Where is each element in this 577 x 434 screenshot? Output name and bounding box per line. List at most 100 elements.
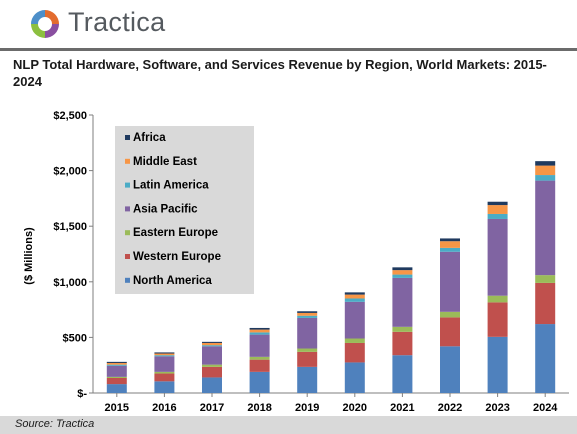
bar-segment-middle_east bbox=[392, 270, 413, 275]
legend-label-western_europe: Western Europe bbox=[133, 251, 221, 263]
bar-segment-western_europe bbox=[106, 377, 127, 385]
bar-segment-middle_east bbox=[154, 353, 175, 356]
bar-segment-north_america bbox=[487, 336, 508, 393]
bar-segment-middle_east bbox=[202, 342, 222, 346]
bar-segment-latin_america bbox=[249, 332, 270, 335]
bar-segment-middle_east bbox=[535, 165, 556, 176]
bar-segment-latin_america bbox=[487, 213, 508, 219]
tractica-logo: Tractica bbox=[28, 6, 228, 44]
bar-segment-middle_east bbox=[440, 241, 460, 248]
bar-segment-africa bbox=[440, 238, 460, 242]
bar-segment-latin_america bbox=[297, 315, 318, 318]
source-footer: Source: Tractica bbox=[0, 416, 577, 434]
bar-segment-western_europe bbox=[487, 302, 508, 337]
x-tick-label: 2018 bbox=[247, 402, 271, 414]
bar-segment-western_europe bbox=[535, 282, 556, 325]
bar-segment-latin_america bbox=[154, 355, 175, 357]
bar-segment-western_europe bbox=[344, 342, 365, 363]
bar-segment-asia_pacific bbox=[440, 251, 460, 312]
bar-segment-eastern_europe bbox=[535, 275, 556, 283]
legend-box bbox=[115, 126, 254, 294]
bar-segment-latin_america bbox=[344, 298, 365, 302]
bar-segment-africa bbox=[344, 292, 365, 295]
bar-segment-africa bbox=[154, 352, 175, 354]
bar-segment-africa bbox=[392, 267, 413, 271]
bar-segment-north_america bbox=[297, 366, 318, 393]
bar-segment-latin_america bbox=[106, 364, 127, 366]
bar-segment-eastern_europe bbox=[202, 364, 222, 367]
bar-segment-north_america bbox=[249, 371, 270, 393]
bar-segment-asia_pacific bbox=[535, 180, 556, 276]
bar-segment-middle_east bbox=[487, 205, 508, 214]
bar-segment-africa bbox=[487, 201, 508, 206]
bar-segment-north_america bbox=[106, 384, 127, 393]
bar-segment-asia_pacific bbox=[202, 346, 222, 365]
bar-segment-middle_east bbox=[344, 294, 365, 299]
y-tick-label: $1,000 bbox=[53, 277, 87, 289]
bar-segment-eastern_europe bbox=[154, 371, 175, 374]
bar-segment-asia_pacific bbox=[344, 301, 365, 339]
chart-title: NLP Total Hardware, Software, and Servic… bbox=[13, 57, 547, 89]
legend-label-africa: Africa bbox=[133, 132, 166, 144]
bar-segment-eastern_europe bbox=[106, 376, 127, 378]
bar-segment-middle_east bbox=[106, 362, 127, 365]
legend-label-latin_america: Latin America bbox=[133, 180, 209, 192]
legend-label-middle_east: Middle East bbox=[133, 156, 197, 168]
bar-segment-asia_pacific bbox=[154, 356, 175, 372]
y-axis-title: ($ Millions) bbox=[23, 227, 35, 285]
y-tick-label: $1,500 bbox=[53, 221, 87, 233]
x-tick-label: 2021 bbox=[390, 402, 414, 414]
x-tick-label: 2024 bbox=[533, 402, 558, 414]
source-note: Source: Tractica bbox=[15, 418, 95, 430]
bar-segment-western_europe bbox=[154, 373, 175, 382]
bar-segment-north_america bbox=[202, 377, 222, 393]
x-tick-label: 2015 bbox=[105, 402, 129, 414]
bar-segment-western_europe bbox=[440, 317, 460, 347]
bar-segment-eastern_europe bbox=[440, 311, 460, 318]
legend-label-eastern_europe: Eastern Europe bbox=[133, 227, 218, 239]
header-divider bbox=[0, 48, 577, 51]
bar-segment-asia_pacific bbox=[106, 365, 127, 377]
brand-name: Tractica bbox=[68, 7, 166, 37]
stacked-bar-chart: $- $500 $1,000 $1,500 $2,000 $2,500 ($ Million… bbox=[23, 110, 569, 414]
legend-swatch-middle_east bbox=[125, 158, 130, 164]
bar-segment-africa bbox=[202, 341, 222, 343]
bar-segment-latin_america bbox=[202, 345, 222, 347]
bar-segment-africa bbox=[249, 327, 270, 330]
bar-segment-africa bbox=[535, 161, 556, 166]
bar-segment-africa bbox=[106, 361, 127, 363]
bar-segment-latin_america bbox=[392, 274, 413, 278]
bar-segment-eastern_europe bbox=[249, 356, 270, 360]
bar-segment-north_america bbox=[440, 346, 460, 393]
tractica-logo-mark bbox=[31, 10, 59, 38]
x-tick-label: 2016 bbox=[152, 402, 176, 414]
legend-swatch-africa bbox=[125, 135, 130, 140]
bar-segment-western_europe bbox=[202, 366, 222, 378]
bar-segment-western_europe bbox=[392, 331, 413, 356]
y-tick-label: $2,000 bbox=[53, 166, 87, 178]
bar-segment-western_europe bbox=[297, 351, 318, 367]
bar-segment-north_america bbox=[154, 381, 175, 393]
x-tick-label: 2020 bbox=[343, 402, 367, 414]
bar-segment-latin_america bbox=[535, 175, 556, 181]
legend-swatch-western_europe bbox=[125, 254, 130, 259]
legend-swatch-latin_america bbox=[125, 182, 130, 188]
bar-segment-north_america bbox=[344, 362, 365, 393]
y-tick-label: $500 bbox=[63, 332, 87, 344]
bar-segment-latin_america bbox=[440, 247, 460, 252]
bar-segment-eastern_europe bbox=[344, 338, 365, 343]
legend-label-north_america: North America bbox=[133, 275, 212, 287]
legend-swatch-eastern_europe bbox=[125, 230, 130, 236]
bar-segment-eastern_europe bbox=[487, 295, 508, 303]
x-tick-label: 2022 bbox=[438, 402, 462, 414]
bar-segment-asia_pacific bbox=[297, 317, 318, 349]
bar-segment-western_europe bbox=[249, 359, 270, 372]
x-tick-label: 2017 bbox=[200, 402, 224, 414]
x-tick-label: 2019 bbox=[295, 402, 319, 414]
y-tick-label: $- bbox=[77, 388, 87, 400]
legend-label-asia_pacific: Asia Pacific bbox=[133, 203, 198, 215]
bar-segment-eastern_europe bbox=[297, 348, 318, 352]
bar-segment-north_america bbox=[392, 355, 413, 393]
bar-segment-eastern_europe bbox=[392, 326, 413, 332]
x-tick-label: 2023 bbox=[485, 402, 509, 414]
